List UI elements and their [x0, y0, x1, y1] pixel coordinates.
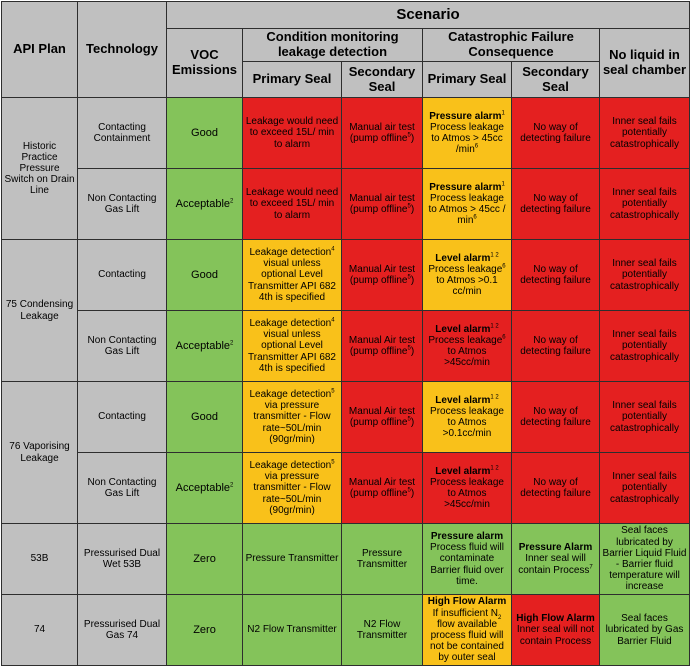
header-scenario: Scenario	[166, 1, 690, 29]
cm-primary-cell: Pressure Transmitter	[242, 523, 342, 595]
cm-secondary-cell: Manual Air test (pump offline5)	[341, 239, 423, 311]
technology-cell: Pressurised Dual Gas 74	[77, 594, 167, 666]
technology-cell: Non Contacting Gas Lift	[77, 452, 167, 524]
cat-secondary-cell: No way of detecting failure	[511, 97, 600, 169]
cat-secondary-cell: No way of detecting failure	[511, 168, 600, 240]
header-cm-primary-seal: Primary Seal	[242, 61, 342, 98]
cat-secondary-cell: No way of detecting failure	[511, 381, 600, 453]
voc-cell: Acceptable2	[166, 452, 243, 524]
table-row: Non Contacting Gas Lift Acceptable2 Leak…	[2, 452, 690, 524]
no-liquid-cell: Inner seal fails potentially catastrophi…	[599, 168, 690, 240]
cm-secondary-cell: Pressure Transmitter	[341, 523, 423, 595]
plan-cell: 75 Condensing Leakage	[1, 239, 78, 382]
technology-cell: Non Contacting Gas Lift	[77, 310, 167, 382]
cm-primary-cell: Leakage detection5 via pressure transmit…	[242, 381, 342, 453]
cm-primary-cell: Leakage detection4 visual unless optiona…	[242, 310, 342, 382]
header-condition-monitoring: Condition monitoring leakage detection	[242, 28, 423, 62]
technology-cell: Pressurised Dual Wet 53B	[77, 523, 167, 595]
cat-primary-cell: Level alarm1 2 Process leakage to Atmos >…	[422, 452, 512, 524]
voc-cell: Acceptable2	[166, 310, 243, 382]
table-row: 75 Condensing Leakage Contacting Good Le…	[1, 239, 690, 382]
cat-secondary-cell: No way of detecting failure	[511, 310, 600, 382]
cm-primary-cell: Leakage detection5 via pressure transmit…	[242, 452, 342, 524]
cat-secondary-cell: No way of detecting failure	[511, 239, 600, 311]
table-row: Non Contacting Gas Lift Acceptable2 Leak…	[2, 168, 690, 240]
voc-cell: Good	[166, 381, 243, 453]
header-technology: Technology	[77, 1, 167, 98]
no-liquid-cell: Seal faces lubricated by Barrier Liquid …	[599, 523, 690, 595]
cat-primary-cell: Level alarm1 2 Process leakage6 to Atmos …	[422, 310, 512, 382]
table-row: Non Contacting Gas Lift Acceptable2 Leak…	[2, 310, 690, 382]
header-voc-emissions: VOC Emissions	[166, 28, 243, 98]
header-cat-primary-seal: Primary Seal	[422, 61, 512, 98]
header-catastrophic-failure: Catastrophic Failure Consequence	[422, 28, 600, 62]
voc-cell: Zero	[166, 594, 243, 666]
voc-cell: Good	[166, 239, 243, 311]
plan-cell: Historic Practice Pressure Switch on Dra…	[1, 97, 78, 240]
voc-cell: Good	[166, 97, 243, 169]
cm-secondary-cell: Manual Air test (pump offline5)	[341, 452, 423, 524]
no-liquid-cell: Inner seal fails potentially catastrophi…	[599, 97, 690, 169]
cm-secondary-cell: Manual air test (pump offline5)	[341, 97, 423, 169]
plan-cell: 74	[1, 594, 78, 666]
table-row: 53B Pressurised Dual Wet 53B Zero Pressu…	[1, 523, 690, 595]
technology-cell: Contacting	[77, 381, 167, 453]
cat-primary-cell: Pressure alarm1 Process leakage to Atmos …	[422, 97, 512, 169]
no-liquid-cell: Inner seal fails potentially catastrophi…	[599, 239, 690, 311]
cm-secondary-cell: Manual Air test (pump offline5)	[341, 310, 423, 382]
table-row: 74 Pressurised Dual Gas 74 Zero N2 Flow …	[1, 594, 690, 666]
no-liquid-cell: Inner seal fails potentially catastrophi…	[599, 310, 690, 382]
no-liquid-cell: Seal faces lubricated by Gas Barrier Flu…	[599, 594, 690, 666]
cat-secondary-cell: No way of detecting failure	[511, 452, 600, 524]
cat-primary-cell: Level alarm1 2 Process leakage6 to Atmos …	[422, 239, 512, 311]
header-no-liquid: No liquid in seal chamber	[599, 28, 690, 98]
technology-cell: Non Contacting Gas Lift	[77, 168, 167, 240]
no-liquid-cell: Inner seal fails potentially catastrophi…	[599, 381, 690, 453]
voc-cell: Acceptable2	[166, 168, 243, 240]
header-cm-secondary-seal: Secondary Seal	[341, 61, 423, 98]
technology-cell: Contacting	[77, 239, 167, 311]
cm-secondary-cell: Manual air test (pump offline5)	[341, 168, 423, 240]
cat-primary-cell: Pressure alarm1 Process leakage to Atmos …	[422, 168, 512, 240]
cat-primary-cell: Level alarm1 2 Process leakage to Atmos >…	[422, 381, 512, 453]
cm-secondary-cell: Manual Air test (pump offline5)	[341, 381, 423, 453]
header-cat-secondary-seal: Secondary Seal	[511, 61, 600, 98]
plan-cell: 76 Vaporising Leakage	[1, 381, 78, 524]
header-api-plan: API Plan	[1, 1, 78, 98]
table-row: Historic Practice Pressure Switch on Dra…	[1, 97, 690, 240]
table-row: 76 Vaporising Leakage Contacting Good Le…	[1, 381, 690, 524]
cat-primary-cell: High Flow Alarm If insufficient N2 flow a…	[422, 594, 512, 666]
cm-primary-cell: Leakage detection4 visual unless optiona…	[242, 239, 342, 311]
cm-primary-cell: Leakage would need to exceed 15L/ min to…	[242, 97, 342, 169]
voc-cell: Zero	[166, 523, 243, 595]
technology-cell: Contacting Containment	[77, 97, 167, 169]
cat-secondary-cell: Pressure Alarm Inner seal will contain Pr…	[511, 523, 600, 595]
plan-cell: 53B	[1, 523, 78, 595]
no-liquid-cell: Inner seal fails potentially catastrophi…	[599, 452, 690, 524]
cm-primary-cell: N2 Flow Transmitter	[242, 594, 342, 666]
cm-secondary-cell: N2 Flow Transmitter	[341, 594, 423, 666]
cm-primary-cell: Leakage would need to exceed 15L/ min to…	[242, 168, 342, 240]
cat-primary-cell: Pressure alarm Process fluid will contami…	[422, 523, 512, 595]
cat-secondary-cell: High Flow Alarm Inner seal will not conta…	[511, 594, 600, 666]
